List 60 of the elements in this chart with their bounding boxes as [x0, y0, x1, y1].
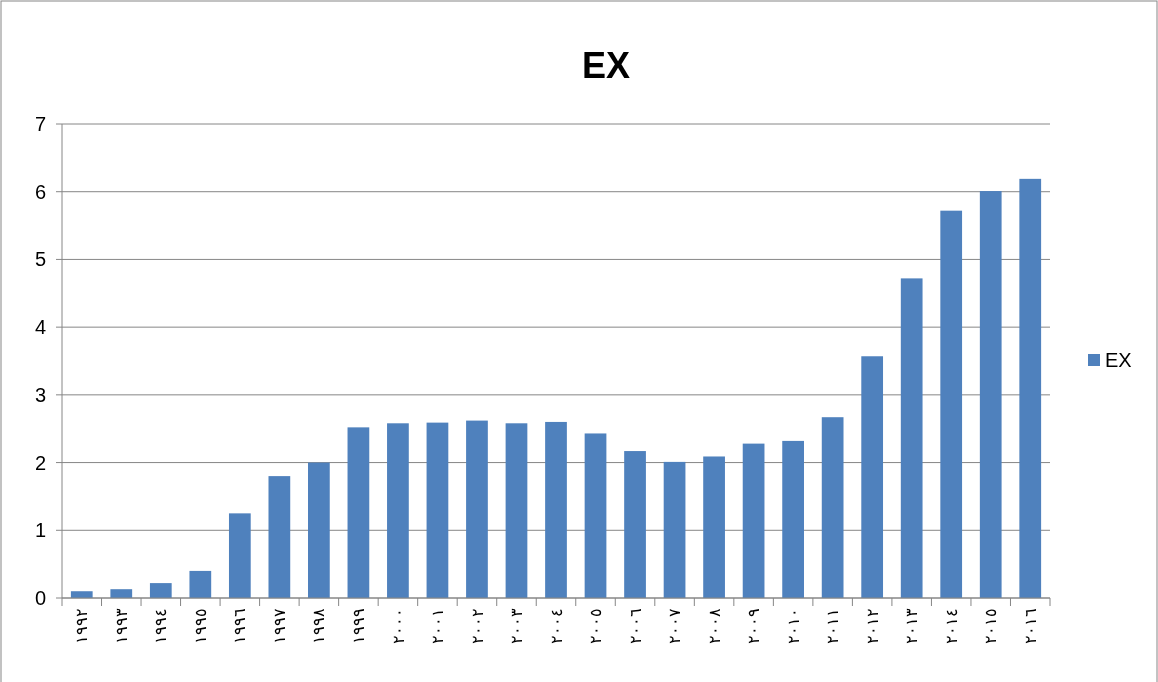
x-tick-label: ٢٠١٠ — [784, 608, 802, 644]
x-tick-label: ١٩٩٨ — [310, 608, 328, 644]
bar — [900, 278, 923, 598]
bar — [624, 451, 646, 598]
x-tick-label: ٢٠٠٤ — [547, 608, 565, 644]
bar — [228, 513, 251, 598]
x-tick-label: ٢٠٠٨ — [705, 608, 723, 644]
bar — [545, 421, 567, 598]
bar — [505, 423, 528, 598]
bar — [782, 440, 804, 598]
y-tick-label: 1 — [34, 519, 46, 542]
x-tick-label: ٢٠٠٥ — [587, 608, 605, 644]
bar — [347, 427, 370, 598]
bar — [979, 191, 1002, 598]
x-tick-label: ٢٠٠٣ — [508, 608, 526, 644]
bar — [426, 422, 449, 598]
chart-title: EX — [581, 45, 631, 86]
x-tick-label: ٢٠١٤ — [942, 608, 960, 644]
x-tick-label: ٢٠١٦ — [1021, 608, 1039, 644]
y-tick-label: 3 — [34, 383, 46, 406]
legend-label: EX — [1105, 349, 1132, 371]
bar — [861, 356, 884, 598]
bar — [70, 591, 93, 598]
y-tick-label: 2 — [34, 451, 46, 474]
bar — [387, 423, 409, 598]
y-tick-label: 6 — [34, 180, 46, 203]
y-tick-label: 4 — [34, 316, 46, 339]
x-tick-label: ٢٠٠٢ — [468, 608, 486, 644]
x-tick-label: ٢٠١٢ — [863, 608, 881, 644]
bar — [308, 462, 330, 598]
y-tick-label: 7 — [34, 113, 46, 135]
x-tick-label: ٢٠٠٩ — [745, 608, 763, 644]
x-tick-label: ٢٠٠٠ — [389, 608, 407, 644]
bar — [742, 443, 765, 598]
bar — [940, 210, 963, 598]
bar — [189, 570, 212, 598]
bar — [149, 583, 172, 598]
bar — [466, 420, 488, 598]
x-tick-label: ٢٠٠١ — [429, 608, 447, 644]
x-tick-label: ١٩٩٦ — [231, 608, 249, 644]
x-tick-label: ٢٠٠٧ — [666, 608, 684, 644]
x-tick-label: ٢٠١١ — [824, 608, 842, 644]
bar — [268, 476, 291, 598]
x-tick-label: ١٩٩٣ — [112, 608, 130, 644]
bar — [821, 417, 844, 598]
x-tick-label: ١٩٩٤ — [152, 608, 170, 644]
bar — [584, 433, 607, 598]
x-tick-label: ١٩٩٧ — [270, 608, 288, 644]
x-tick-label: ١٩٩٢ — [73, 608, 91, 644]
x-tick-label: ١٩٩٩ — [350, 608, 367, 644]
y-tick-label: 5 — [34, 248, 46, 271]
x-tick-label: ٢٠١٣ — [903, 608, 921, 644]
bar — [1019, 178, 1042, 598]
x-tick-label: ١٩٩٥ — [191, 608, 209, 644]
x-tick-label: ٢٠١٥ — [982, 608, 1000, 644]
bar — [663, 461, 686, 598]
bar — [703, 456, 725, 598]
y-tick-label: 0 — [34, 587, 46, 609]
bar — [110, 589, 133, 598]
x-tick-label: ٢٠٠٦ — [626, 608, 644, 644]
